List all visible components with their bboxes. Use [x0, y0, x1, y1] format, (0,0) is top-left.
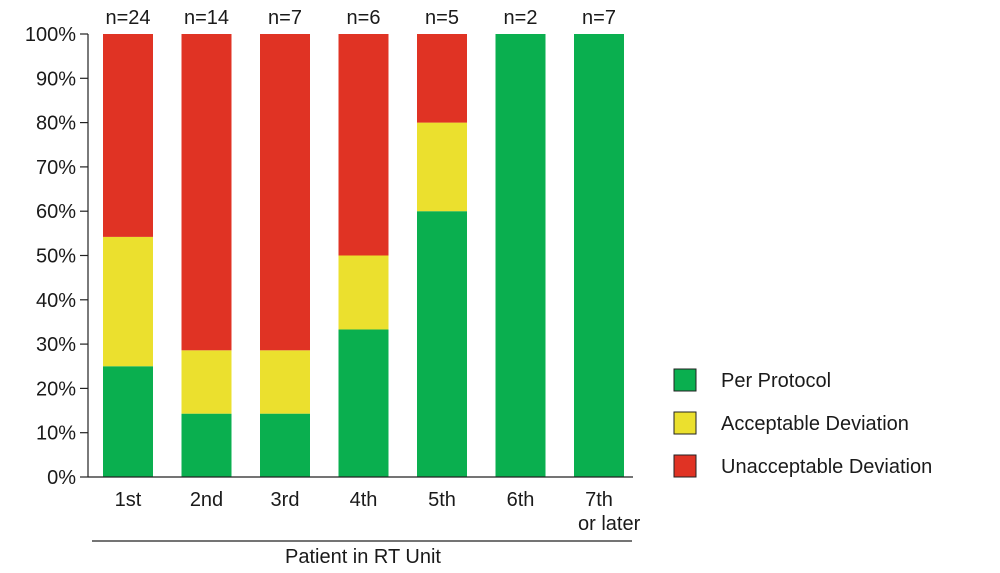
n-label: n=7	[268, 7, 302, 29]
n-label: n=7	[582, 7, 616, 29]
bar-segment-unacceptable-deviation	[417, 34, 467, 123]
n-label: n=6	[347, 7, 381, 29]
bar-segment-per-protocol	[417, 211, 467, 477]
bar-segment-acceptable-deviation	[260, 350, 310, 414]
bar-segment-unacceptable-deviation	[181, 34, 232, 351]
legend: Per Protocol Acceptable Deviation Unaccept…	[673, 368, 932, 478]
bar-segment-acceptable-deviation	[338, 255, 389, 330]
bar-segment-per-protocol	[574, 34, 624, 477]
y-tick-label: 80%	[36, 113, 76, 135]
x-axis-title: Patient in RT Unit	[285, 546, 441, 568]
x-tick-label: 5th	[428, 489, 456, 511]
legend-swatch	[673, 454, 697, 478]
y-tick-label: 90%	[36, 68, 76, 90]
x-tick-label: 4th	[350, 489, 378, 511]
x-tick-label: 6th	[507, 489, 535, 511]
bar-segment-per-protocol	[260, 413, 310, 477]
bar-segment-per-protocol	[338, 329, 389, 477]
x-tick-label: or later	[578, 513, 641, 535]
legend-label: Per Protocol	[721, 370, 831, 392]
y-tick-label: 40%	[36, 290, 76, 312]
x-tick-label: 2nd	[190, 489, 223, 511]
y-tick-label: 50%	[36, 246, 76, 268]
bar-segment-acceptable-deviation	[181, 350, 232, 414]
y-tick-label: 60%	[36, 201, 76, 223]
x-tick-label: 1st	[115, 489, 142, 511]
y-tick-label: 0%	[47, 467, 76, 489]
plot-area	[87, 34, 624, 477]
x-tick-label: 7th	[585, 489, 613, 511]
n-label: n=24	[105, 7, 150, 29]
y-axis: 0% 10% 20% 30% 40% 50% 60% 70% 80% 90% 100%	[25, 24, 88, 489]
y-tick-label: 70%	[36, 157, 76, 179]
n-label: n=2	[504, 7, 538, 29]
bar-segment-unacceptable-deviation	[260, 34, 310, 351]
y-tick-label: 30%	[36, 334, 76, 356]
bar-segment-unacceptable-deviation	[338, 34, 389, 256]
x-axis: n=24 1st n=14 2nd n=7 3rd n=6 4th n=5 5th n=2 6th n=…	[88, 7, 641, 542]
bar-segment-unacceptable-deviation	[103, 34, 153, 237]
bar-segment-acceptable-deviation	[417, 122, 467, 212]
legend-label: Acceptable Deviation	[721, 413, 909, 435]
legend-swatch	[673, 411, 697, 435]
legend-label: Unacceptable Deviation	[721, 456, 932, 478]
y-tick-label: 100%	[25, 24, 76, 46]
bar-segment-per-protocol	[495, 34, 546, 477]
y-tick-label: 20%	[36, 378, 76, 400]
x-tick-label: 3rd	[271, 489, 300, 511]
y-tick-label: 10%	[36, 423, 76, 445]
n-label: n=14	[184, 7, 229, 29]
bar-segment-per-protocol	[103, 366, 153, 477]
bar-segment-acceptable-deviation	[103, 236, 153, 367]
legend-swatch	[673, 368, 697, 392]
n-label: n=5	[425, 7, 459, 29]
bar-segment-per-protocol	[181, 413, 232, 477]
